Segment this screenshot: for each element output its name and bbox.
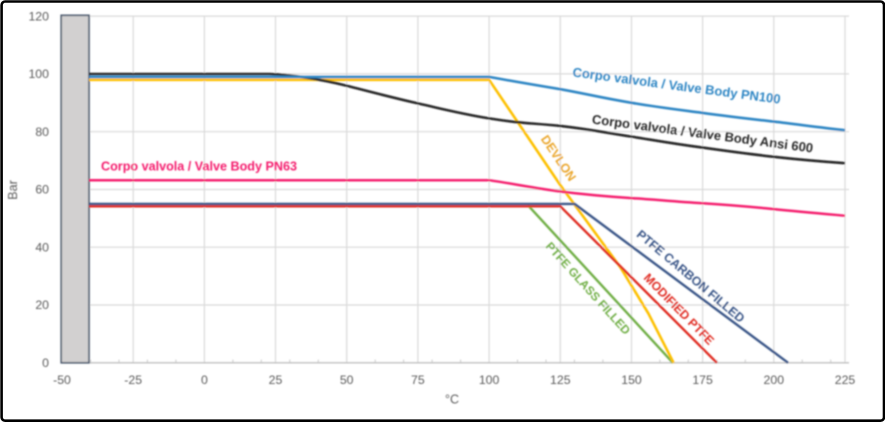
svg-text:175: 175 [692,373,713,387]
svg-text:0: 0 [42,356,49,370]
svg-text:Bar: Bar [6,180,20,199]
svg-text:Corpo valvola / Valve Body PN6: Corpo valvola / Valve Body PN63 [101,160,297,174]
svg-text:20: 20 [35,298,49,312]
svg-text:120: 120 [28,9,49,23]
svg-text:-25: -25 [124,373,142,387]
svg-text:75: 75 [411,373,425,387]
svg-text:25: 25 [269,373,283,387]
svg-text:80: 80 [35,125,49,139]
svg-text:°C: °C [445,393,459,407]
svg-text:200: 200 [764,373,785,387]
svg-text:50: 50 [340,373,354,387]
svg-text:100: 100 [479,373,500,387]
svg-text:225: 225 [835,373,856,387]
svg-text:100: 100 [28,67,49,81]
svg-text:40: 40 [35,240,49,254]
svg-text:0: 0 [201,373,208,387]
svg-text:60: 60 [35,183,49,197]
svg-text:-50: -50 [53,373,71,387]
svg-text:150: 150 [621,373,642,387]
svg-text:125: 125 [550,373,571,387]
